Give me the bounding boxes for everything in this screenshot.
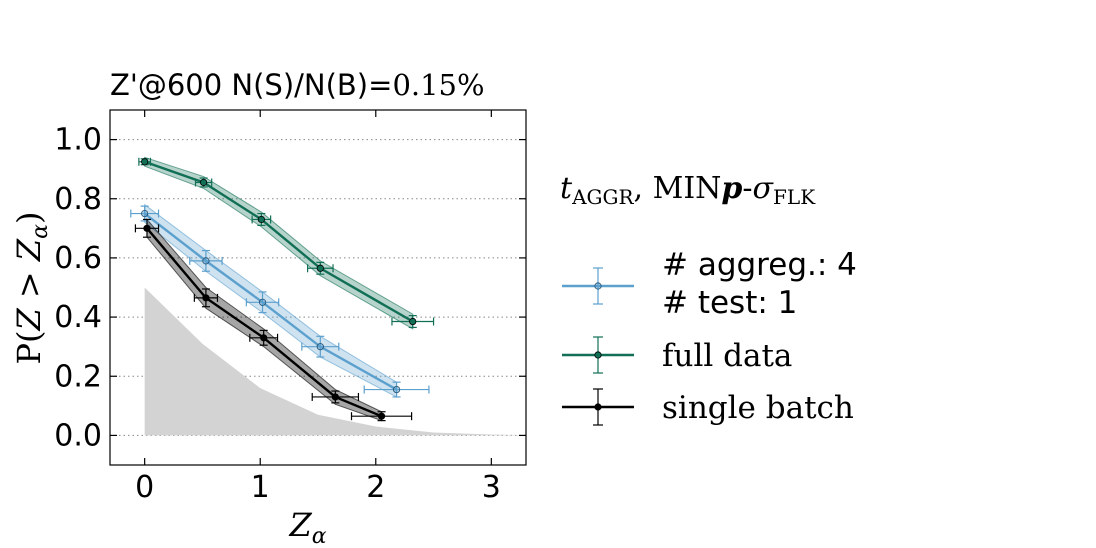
plot-frame <box>109 109 527 466</box>
y-tick-label-3: 0.6 <box>54 241 102 276</box>
axis-ticks <box>110 110 526 465</box>
series-0-point-1 <box>202 257 210 265</box>
x-axis-label-sub: α <box>312 524 327 548</box>
y-tick-label-1: 0.2 <box>54 359 102 394</box>
y-axis-label-post: ) <box>10 212 48 224</box>
x-tick-labels: 0 1 2 3 <box>135 470 501 505</box>
null-distribution-fill <box>144 287 526 436</box>
data-markers <box>141 158 417 420</box>
series-2-point-4 <box>377 412 386 420</box>
legend-heading-sigma-sub: FLK <box>773 185 816 209</box>
legend-label-aggreg: # aggreg.: 4 <box>662 247 857 283</box>
legend-label-test: # test: 1 <box>662 285 797 321</box>
y-axis-label-gt: > <box>10 261 48 308</box>
series-1-point-3 <box>316 264 324 272</box>
legend-label-single-batch: single batch <box>662 390 854 426</box>
legend-heading-t-sub: AGGR <box>571 185 634 209</box>
legend: tAGGR, MINp-σFLK # aggreg.: 4 # test: 1 … <box>560 171 857 426</box>
y-axis-label-sub: α <box>28 224 53 239</box>
legend-heading-p: p <box>721 171 742 206</box>
legend-handle-1-marker <box>594 351 602 359</box>
series-1-point-0 <box>141 158 149 166</box>
legend-handle-1 <box>562 336 634 374</box>
y-axis-label-pre: P( <box>10 330 48 364</box>
series-1-point-2 <box>257 215 265 224</box>
y-axis-label-z2: Z <box>10 238 48 262</box>
legend-handles <box>562 267 634 426</box>
y-axis-label: P(Z > Zα) <box>10 212 53 365</box>
y-tick-label-4: 0.8 <box>54 182 102 217</box>
legend-handle-2-marker <box>594 403 602 411</box>
x-tick-label-2: 2 <box>366 470 385 505</box>
series-0-point-2 <box>258 298 267 306</box>
chart-title: Z'@600 N(S)/N(B)=0.15% <box>110 68 485 102</box>
legend-heading-t: t <box>560 171 573 206</box>
x-axis-label-base: Z <box>288 506 312 544</box>
y-axis-label-z: Z <box>10 307 48 331</box>
chart-title-percent: 0.15% <box>392 68 484 102</box>
x-tick-label-1: 1 <box>251 470 270 505</box>
y-tick-label-2: 0.4 <box>54 300 102 335</box>
y-tick-label-0: 0.0 <box>54 418 102 453</box>
series-0-point-4 <box>392 385 401 394</box>
series-2-point-1 <box>202 294 210 302</box>
y-tick-labels: 0.0 0.2 0.4 0.6 0.8 1.0 <box>54 123 102 454</box>
legend-heading: tAGGR, MINp-σFLK <box>560 171 816 209</box>
legend-handle-0 <box>562 267 634 305</box>
legend-heading-dash: - <box>742 171 752 206</box>
legend-heading-sigma: σ <box>753 171 775 206</box>
series-1-point-1 <box>200 178 208 187</box>
legend-label-full-data: full data <box>662 338 792 374</box>
x-tick-label-3: 3 <box>482 470 501 505</box>
x-axis-label: Zα <box>288 506 326 548</box>
series-1-point-4 <box>409 317 417 326</box>
series-0-point-3 <box>316 343 324 351</box>
legend-handle-0-marker <box>594 282 602 290</box>
legend-handle-2 <box>562 388 634 426</box>
null-distribution-area <box>144 287 526 436</box>
series-1-band <box>144 156 414 330</box>
series-2-point-0 <box>143 224 151 232</box>
y-tick-label-5: 1.0 <box>54 123 102 158</box>
series-2-point-3 <box>331 393 339 401</box>
chart-title-main: Z'@600 N(S)/N(B)= <box>110 68 392 102</box>
series-0-point-0 <box>141 209 149 218</box>
legend-heading-mid: , MIN <box>634 171 722 206</box>
x-tick-label-0: 0 <box>135 470 154 505</box>
series-2-point-2 <box>260 334 268 342</box>
